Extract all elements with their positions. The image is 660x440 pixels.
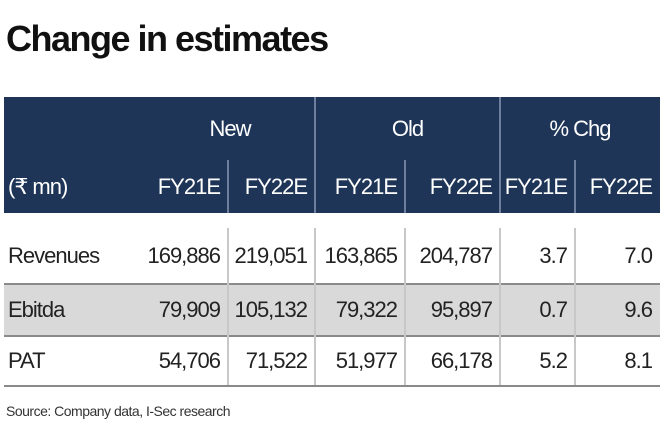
header-divider [404,160,406,213]
cell-value: 169,886 [147,242,221,268]
column-header: FY21E [504,173,568,199]
cell-value: 54,706 [158,348,221,373]
body-divider [314,228,316,385]
group-header: % Chg [549,115,611,141]
header-divider [499,97,501,213]
column-header: FY22E [429,173,493,199]
cell-value: 3.7 [539,242,568,268]
row-label: PAT [8,348,46,373]
cell-value: 9.6 [624,297,653,322]
header-divider [574,160,576,213]
title: Change in estimates [6,18,329,59]
row-label: Ebitda [8,297,65,322]
group-header: New [209,115,251,141]
cell-value: 0.7 [539,297,568,322]
row-separator [4,335,660,337]
cell-value: 5.2 [539,348,568,373]
header-divider [227,160,229,213]
row-background [4,285,660,335]
group-header: Old [391,115,424,141]
cell-value: 79,322 [335,297,398,322]
cell-value: 7.0 [624,242,653,268]
row-separator [4,283,660,285]
row-label: Revenues [8,242,100,268]
column-header: FY22E [589,173,653,199]
column-header: FY21E [157,173,221,199]
cell-value: 105,132 [234,297,308,322]
cell-value: 163,865 [324,242,398,268]
cell-value: 51,977 [335,348,398,373]
header-divider [314,97,316,213]
table-header [4,97,660,213]
body-divider [574,228,576,385]
cell-value: 8.1 [624,348,653,373]
column-header: FY21E [334,173,398,199]
body-divider [404,228,406,385]
body-divider [499,228,501,385]
row-separator [4,385,660,387]
cell-value: 95,897 [430,297,493,322]
source: Source: Company data, I-Sec research [6,403,231,419]
cell-value: 219,051 [234,242,308,268]
cell-value: 204,787 [419,242,493,268]
cell-value: 79,909 [158,297,221,322]
body-divider [227,228,229,385]
cell-value: 71,522 [245,348,308,373]
unit-label: (₹ mn) [8,173,68,199]
column-header: FY22E [244,173,308,199]
cell-value: 66,178 [430,348,493,373]
